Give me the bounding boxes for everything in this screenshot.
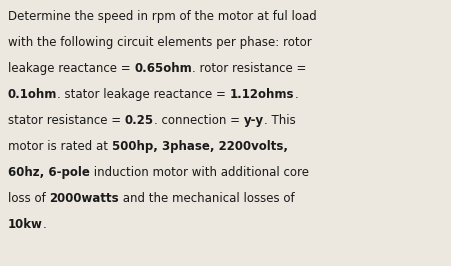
Text: 0.1ohm: 0.1ohm bbox=[8, 88, 57, 101]
Text: y-y: y-y bbox=[244, 114, 264, 127]
Text: 10kw: 10kw bbox=[8, 218, 43, 231]
Text: stator resistance =: stator resistance = bbox=[8, 114, 125, 127]
Text: 60hz, 6-pole: 60hz, 6-pole bbox=[8, 166, 90, 179]
Text: . connection =: . connection = bbox=[154, 114, 244, 127]
Text: .: . bbox=[43, 218, 46, 231]
Text: with the following circuit elements per phase: rotor: with the following circuit elements per … bbox=[8, 36, 312, 49]
Text: 0.65ohm: 0.65ohm bbox=[134, 62, 192, 75]
Text: 1.12ohms: 1.12ohms bbox=[230, 88, 295, 101]
Text: . rotor resistance =: . rotor resistance = bbox=[192, 62, 307, 75]
Text: Determine the speed in rpm of the motor at ful load: Determine the speed in rpm of the motor … bbox=[8, 10, 317, 23]
Text: motor is rated at: motor is rated at bbox=[8, 140, 112, 153]
Text: . This: . This bbox=[264, 114, 295, 127]
Text: leakage reactance =: leakage reactance = bbox=[8, 62, 134, 75]
Text: loss of: loss of bbox=[8, 192, 50, 205]
Text: 500hp, 3phase, 2200volts,: 500hp, 3phase, 2200volts, bbox=[112, 140, 288, 153]
Text: . stator leakage reactance =: . stator leakage reactance = bbox=[57, 88, 230, 101]
Text: induction motor with additional core: induction motor with additional core bbox=[90, 166, 309, 179]
Text: 0.25: 0.25 bbox=[125, 114, 154, 127]
Text: and the mechanical losses of: and the mechanical losses of bbox=[119, 192, 295, 205]
Text: .: . bbox=[295, 88, 298, 101]
Text: 2000watts: 2000watts bbox=[50, 192, 119, 205]
